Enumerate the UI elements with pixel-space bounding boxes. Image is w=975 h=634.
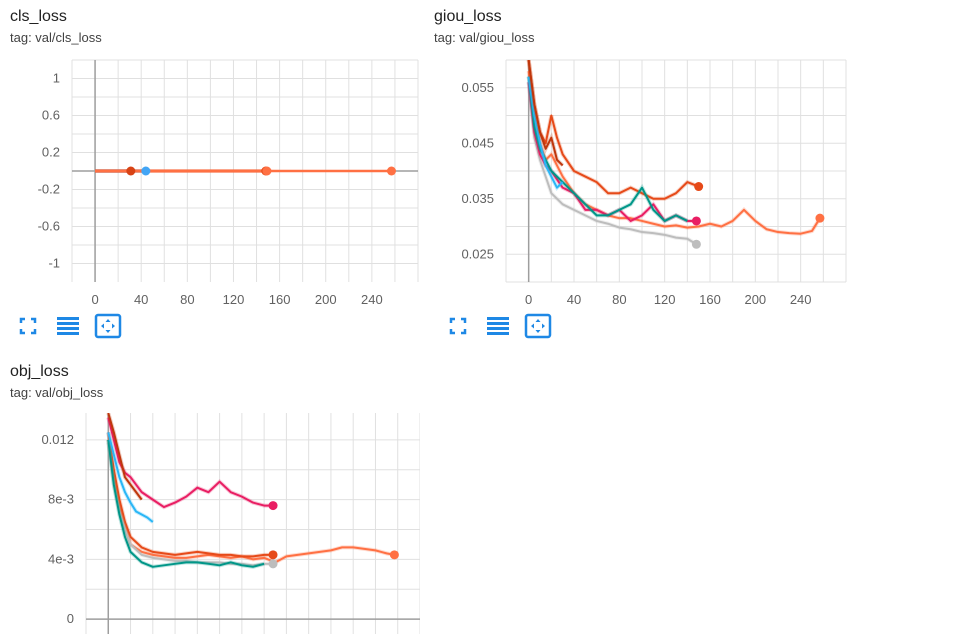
series-line (527, 76, 564, 189)
x-tick-label: 0 (91, 292, 98, 307)
y-tick-label: 0.055 (461, 80, 494, 95)
y-tick-label: 0.012 (41, 432, 74, 447)
chart-tag: tag: val/obj_loss (10, 385, 104, 400)
fullscreen-icon (449, 317, 467, 335)
x-tick-label: 40 (134, 292, 148, 307)
series-end-marker (386, 166, 396, 176)
chart-tag: tag: val/giou_loss (434, 30, 535, 45)
y-tick-label: 1 (53, 71, 60, 86)
chart-title: giou_loss (434, 8, 502, 25)
y-tick-label: 0.025 (461, 246, 494, 261)
x-tick-label: 120 (654, 292, 676, 307)
series-line (107, 439, 265, 568)
series-end-marker (694, 182, 704, 192)
series-line (527, 60, 700, 200)
data-table-button[interactable] (54, 312, 82, 340)
data-table-icon (57, 317, 79, 335)
grid (505, 59, 847, 283)
y-tick-label: 0 (67, 611, 74, 626)
series-line (107, 432, 274, 558)
x-tick-label: 160 (269, 292, 291, 307)
y-tick-label: 0.045 (461, 135, 494, 150)
y-tick-label: 0.2 (42, 145, 60, 160)
fit-domain-icon (94, 313, 122, 339)
series-line (107, 432, 154, 523)
grid (85, 413, 420, 634)
y-tick-label: -0.6 (38, 219, 60, 234)
y-tick-label: 0.6 (42, 108, 60, 123)
x-tick-label: 80 (180, 292, 194, 307)
x-tick-label: 240 (790, 292, 812, 307)
chart-title: obj_loss (10, 363, 69, 380)
x-tick-label: 200 (315, 292, 337, 307)
y-tick-label: 0.035 (461, 191, 494, 206)
x-tick-label: 240 (361, 292, 383, 307)
fit-domain-icon (524, 313, 552, 339)
chart-card-cls-loss: cls_loss tag: val/cls_loss 1 0.6 0.2 -0.2 -0… (0, 0, 420, 340)
chart-tag: tag: val/cls_loss (10, 30, 102, 45)
fullscreen-icon (19, 317, 37, 335)
fullscreen-button[interactable] (14, 312, 42, 340)
chart-card-obj-loss: obj_loss tag: val/obj_loss 0.012 8e-3 4e-3… (0, 355, 420, 634)
series-line (527, 60, 564, 167)
series-end-marker (389, 550, 399, 560)
series-group (526, 60, 822, 246)
x-tick-label: 80 (612, 292, 626, 307)
x-tick-label: 40 (567, 292, 581, 307)
fit-domain-button[interactable] (94, 312, 122, 340)
series-end-marker (141, 166, 151, 176)
series-group (106, 413, 395, 569)
x-tick-label: 200 (744, 292, 766, 307)
data-table-icon (487, 317, 509, 335)
series-end-marker (691, 216, 701, 226)
chart-card-giou-loss: giou_loss tag: val/giou_loss 0.055 0.045 0… (424, 0, 847, 340)
series-end-marker (262, 166, 272, 176)
series-end-marker (815, 213, 825, 223)
series-line (527, 70, 821, 235)
series-end-marker (126, 166, 136, 176)
y-tick-label: 4e-3 (48, 551, 74, 566)
series-line (107, 413, 143, 501)
x-tick-label: 160 (699, 292, 721, 307)
series-end-marker (268, 501, 278, 511)
series-end-marker (691, 239, 701, 249)
line-chart-obj-loss[interactable]: 0.012 8e-3 4e-3 0 (0, 355, 420, 634)
series-end-marker (268, 559, 278, 569)
line-chart-giou-loss[interactable]: 0.055 0.045 0.035 0.025 0 40 80 120 160 200 240 (424, 0, 854, 310)
data-table-button[interactable] (484, 312, 512, 340)
x-tick-label: 0 (525, 292, 532, 307)
fullscreen-button[interactable] (444, 312, 472, 340)
series-line (527, 82, 697, 246)
y-tick-label: -1 (48, 256, 60, 271)
line-chart-cls-loss[interactable]: 1 0.6 0.2 -0.2 -0.6 -1 0 40 80 120 160 200 240 (0, 0, 420, 310)
chart-title: cls_loss (10, 8, 67, 25)
series-end-marker (268, 550, 278, 560)
y-tick-label: -0.2 (38, 182, 60, 197)
series-line (107, 442, 274, 567)
fit-domain-button[interactable] (524, 312, 552, 340)
y-tick-label: 8e-3 (48, 492, 74, 507)
x-tick-label: 120 (223, 292, 245, 307)
series-line (107, 417, 274, 509)
